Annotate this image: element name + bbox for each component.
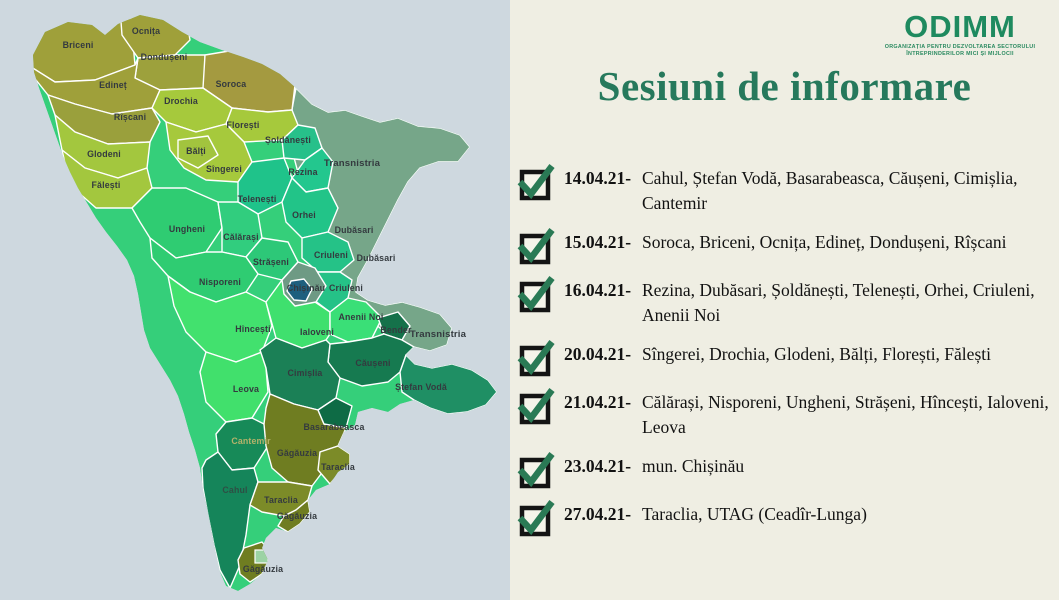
region-balti-shape: [177, 135, 219, 169]
region-orhei-shape: [281, 177, 339, 239]
odimm-tagline-line1: ORGANIZAȚIA PENTRU DEZVOLTAREA SECTORULU…: [884, 44, 1036, 50]
label-criuleni: Criuleni: [314, 250, 348, 260]
checkbox-icon: [516, 452, 555, 489]
label-causeni: Căușeni: [355, 358, 390, 368]
checkbox-icon: [516, 228, 555, 265]
label-transnistria-south: Transnistria: [410, 329, 467, 340]
session-date: 15.04.21-: [564, 232, 632, 252]
label-basarabeasca: Basarabeasca: [304, 422, 365, 432]
label-cantemir: Cantemir: [231, 436, 271, 446]
label-nisporeni: Nisporeni: [199, 277, 241, 287]
label-dubasari-east: Dubăsari: [357, 253, 396, 263]
label-chisinau: Chișinău: [287, 283, 325, 293]
session-date: 20.04.21-: [564, 344, 632, 364]
label-criuleni-south: Criuleni: [329, 283, 363, 293]
region-bender-shape: [377, 311, 411, 341]
session-date: 16.04.21-: [564, 280, 632, 300]
label-ocnita: Ocnița: [132, 26, 160, 36]
session-date: 14.04.21-: [564, 168, 632, 188]
region-anenii-noi-shape: [329, 297, 383, 343]
label-gagauzia-exclave: Găgăuzia: [243, 564, 283, 574]
checklist-item: 15.04.21- Soroca, Briceni, Ocnița, Edine…: [516, 228, 1051, 265]
label-rezina: Rezina: [288, 167, 317, 177]
label-leova: Leova: [233, 384, 259, 394]
label-dubasari-west: Dubăsari: [335, 225, 374, 235]
session-regions: Soroca, Briceni, Ocnița, Edineț, Dondușe…: [642, 232, 1007, 252]
label-riscani: Rîșcani: [114, 112, 146, 122]
label-cimislia: Cimișlia: [288, 368, 323, 378]
region-nisporeni-shape: [149, 237, 259, 303]
label-bender: Bender: [380, 325, 412, 335]
region-ungheni-shape: [131, 187, 223, 259]
checkbox-icon: [516, 276, 555, 313]
label-soroca: Soroca: [216, 79, 247, 89]
moldova-map: Briceni Ocnița Dondușeni Edineț Soroca D…: [33, 15, 497, 591]
session-regions: mun. Chișinău: [642, 456, 745, 476]
label-glodeni: Glodeni: [87, 149, 121, 159]
odimm-tagline-line2: ÎNTREPRINDERILOR MICI ȘI MIJLOCII: [906, 51, 1014, 57]
region-leova-shape: [199, 351, 269, 423]
label-hincesti: Hîncești: [235, 324, 270, 334]
exclave-marker: [254, 549, 269, 564]
label-soldanesti: Șoldănești: [265, 135, 311, 145]
label-taraclia-south: Taraclia: [264, 495, 298, 505]
checkbox-icon: [516, 388, 555, 425]
label-gagauzia-mid: Găgăuzia: [277, 511, 317, 521]
region-hincesti-shape: [167, 275, 273, 363]
session-regions: Rezina, Dubăsari, Șoldănești, Telenești,…: [642, 280, 1035, 325]
region-stefan-voda-shape: [399, 354, 497, 415]
session-date: 27.04.21-: [564, 504, 632, 524]
checklist-item: 20.04.21- Sîngerei, Drochia, Glodeni, Bă…: [516, 340, 1051, 377]
chisinau-core-shape: [286, 278, 313, 302]
label-calarasi: Călărași: [223, 232, 258, 242]
region-basarabeasca-shape: [317, 397, 353, 429]
checkbox-icon: [516, 340, 555, 377]
label-briceni: Briceni: [63, 40, 94, 50]
session-regions: Cahul, Ștefan Vodă, Basarabeasca, Căușen…: [642, 168, 1018, 213]
checklist-item: 23.04.21- mun. Chișinău: [516, 452, 1051, 489]
checklist-item: 21.04.21- Călărași, Nisporeni, Ungheni, …: [516, 388, 1051, 440]
label-taraclia-east: Taraclia: [321, 462, 355, 472]
label-anenii-noi: Anenii Noi: [339, 312, 384, 322]
region-gagauzia-mid-shape: [277, 499, 311, 533]
odimm-logo: ODIMM ORGANIZAȚIA PENTRU DEZVOLTAREA SEC…: [875, 10, 1045, 58]
session-regions: Călărași, Nisporeni, Ungheni, Strășeni, …: [642, 392, 1049, 437]
map-labels: Briceni Ocnița Dondușeni Edineț Soroca D…: [63, 26, 467, 574]
page-title: Sesiuni de informare: [597, 63, 972, 109]
session-regions: Taraclia, UTAG (Ceadîr-Lunga): [642, 504, 867, 524]
label-floresti: Florești: [227, 120, 260, 130]
label-orhei: Orhei: [292, 210, 316, 220]
checkbox-icon: [516, 500, 555, 537]
label-drochia: Drochia: [164, 96, 198, 106]
label-transnistria-north: Transnistria: [324, 158, 381, 169]
label-straseni: Strășeni: [253, 257, 289, 267]
checklist-item: 27.04.21- Taraclia, UTAG (Ceadîr-Lunga): [516, 500, 1051, 537]
session-date: 23.04.21-: [564, 456, 632, 476]
session-regions: Sîngerei, Drochia, Glodeni, Bălți, Flore…: [642, 344, 991, 364]
checkbox-icon: [516, 164, 555, 201]
region-criuleni-shape: [301, 231, 355, 273]
label-falesti: Fălești: [92, 180, 121, 190]
label-ialoveni: Ialoveni: [300, 327, 334, 337]
info-panel: ODIMM ORGANIZAȚIA PENTRU DEZVOLTAREA SEC…: [510, 0, 1059, 600]
label-edinet: Edineț: [99, 80, 127, 90]
label-ungheni: Ungheni: [169, 224, 205, 234]
label-singerei: Sîngerei: [206, 164, 242, 174]
session-checklist: 14.04.21- Cahul, Ștefan Vodă, Basarabeas…: [510, 164, 1059, 537]
label-gagauzia: Găgăuzia: [277, 448, 317, 458]
checklist-item: 16.04.21- Rezina, Dubăsari, Șoldănești, …: [516, 276, 1051, 328]
label-donduseni: Dondușeni: [141, 52, 188, 62]
label-cahul: Cahul: [222, 485, 247, 495]
label-stefan-voda: Ștefan Vodă: [395, 382, 447, 392]
moldova-map-panel: Briceni Ocnița Dondușeni Edineț Soroca D…: [0, 0, 510, 600]
checklist-item: 14.04.21- Cahul, Ștefan Vodă, Basarabeas…: [516, 164, 1051, 216]
region-floresti-shape: [225, 107, 299, 143]
label-telenesti: Telenești: [238, 194, 277, 204]
session-date: 21.04.21-: [564, 392, 632, 412]
odimm-wordmark: ODIMM: [904, 9, 1016, 44]
label-balti: Bălți: [186, 146, 206, 156]
